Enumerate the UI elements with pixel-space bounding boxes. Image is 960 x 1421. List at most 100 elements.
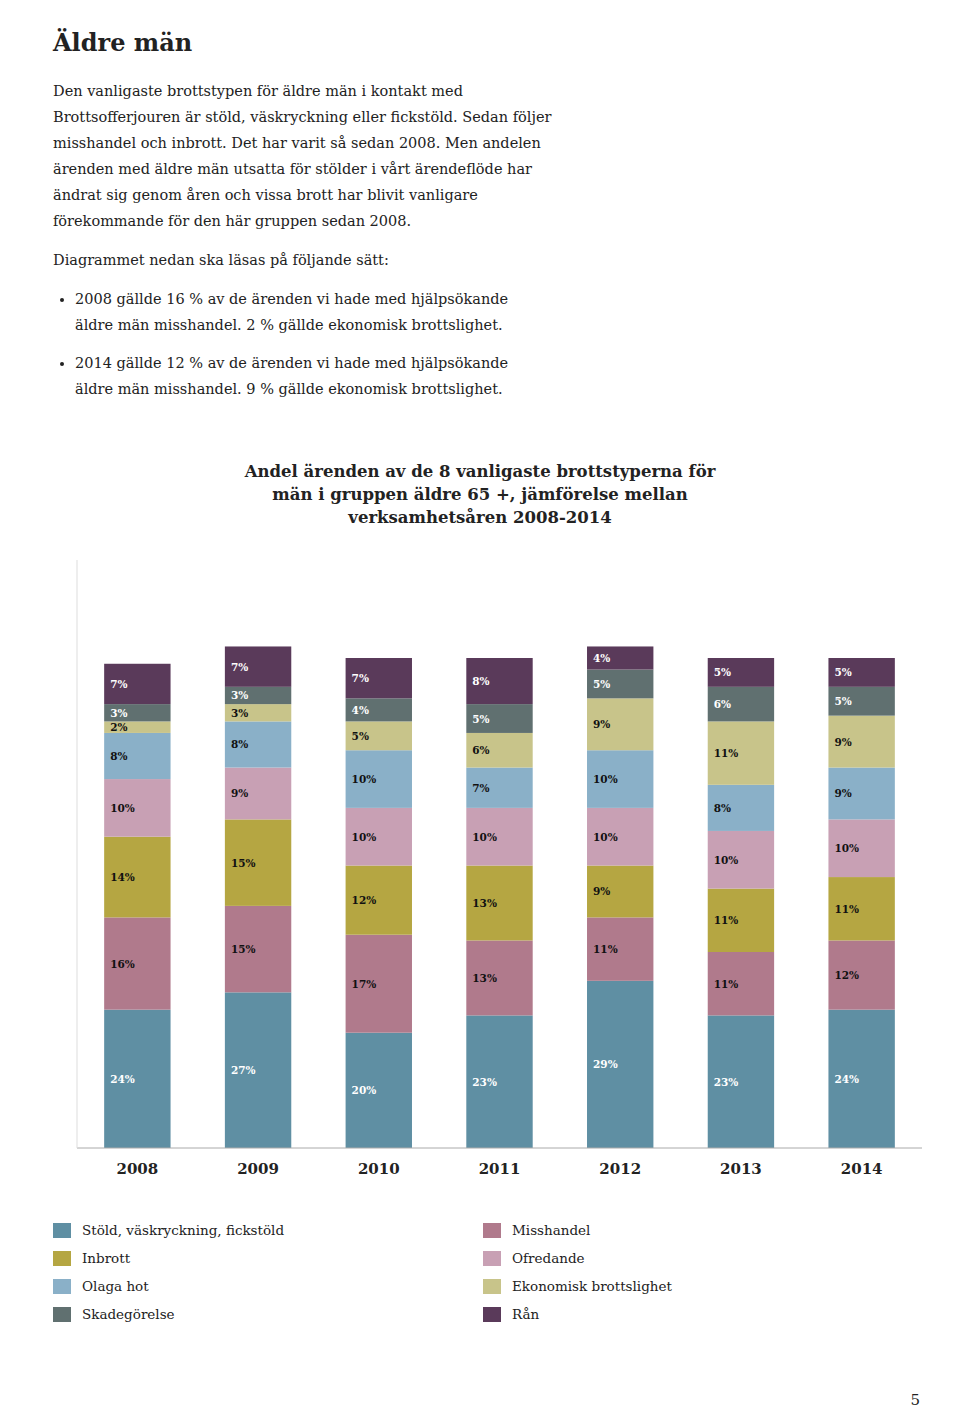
bullet-line: äldre män misshandel. 9 % gällde ekonomi…: [75, 376, 915, 402]
legend-label: Olaga hot: [82, 1278, 149, 1294]
data-label: 17%: [352, 978, 377, 990]
body-line: ändrat sig genom åren och vissa brott ha…: [53, 182, 913, 208]
bar-segment: [708, 831, 774, 889]
legend-item: Ofredande: [483, 1250, 913, 1266]
body-line: misshandel och inbrott. Det har varit så…: [53, 130, 913, 156]
x-tick-label: 2008: [116, 1160, 158, 1178]
data-label: 11%: [593, 943, 618, 955]
bullet-list: 2008 gällde 16 % av de ärenden vi hade m…: [53, 286, 915, 414]
legend-item: Olaga hot: [53, 1278, 483, 1294]
legend-label: Ofredande: [512, 1250, 585, 1266]
bar-segment: [346, 1033, 412, 1148]
data-label: 20%: [352, 1084, 377, 1096]
bar-segment: [225, 721, 291, 767]
data-label: 7%: [352, 672, 369, 684]
legend-item: Inbrott: [53, 1250, 483, 1266]
data-label: 7%: [231, 661, 248, 673]
legend-swatch: [483, 1279, 501, 1294]
bar-segment: [346, 721, 412, 750]
data-label: 14%: [110, 871, 135, 883]
data-label: 10%: [352, 773, 377, 785]
legend-swatch: [483, 1223, 501, 1238]
legend-swatch: [483, 1307, 501, 1322]
data-label: 10%: [834, 842, 859, 854]
legend-swatch: [53, 1279, 71, 1294]
data-label: 5%: [472, 713, 489, 725]
data-label: 12%: [352, 894, 377, 906]
x-tick-label: 2009: [237, 1160, 279, 1178]
data-label: 7%: [110, 678, 127, 690]
legend-item: Ekonomisk brottslighet: [483, 1278, 913, 1294]
bar-segment: [587, 698, 653, 750]
bar-segment: [587, 808, 653, 866]
data-label: 3%: [110, 707, 127, 719]
legend-item: Skadegörelse: [53, 1306, 483, 1322]
x-tick-label: 2011: [479, 1160, 521, 1178]
data-label: 9%: [593, 718, 610, 730]
data-label: 12%: [834, 969, 859, 981]
bar-segment: [346, 935, 412, 1033]
bar-segment: [104, 917, 170, 1009]
bar-segment: [828, 687, 894, 716]
bar-segment: [104, 721, 170, 733]
data-label: 11%: [714, 914, 739, 926]
bar-segment: [587, 750, 653, 808]
bar-segment: [587, 981, 653, 1148]
data-label: 9%: [593, 885, 610, 897]
data-label: 5%: [834, 666, 851, 678]
data-label: 15%: [231, 857, 256, 869]
data-label: 10%: [714, 854, 739, 866]
legend-label: Rån: [512, 1306, 539, 1322]
data-label: 15%: [231, 943, 256, 955]
data-label: 4%: [593, 652, 610, 664]
data-label: 5%: [593, 678, 610, 690]
data-label: 7%: [472, 782, 489, 794]
bar-segment: [828, 658, 894, 687]
bar-segment: [346, 658, 412, 698]
bar-segment: [708, 658, 774, 687]
bar-segment: [225, 646, 291, 686]
chart: 24%27%20%23%29%23%24%16%15%17%13%11%11%1…: [0, 548, 960, 1208]
bar-segment: [466, 768, 532, 808]
legend-swatch: [53, 1223, 71, 1238]
baseline: [77, 1148, 922, 1149]
bar-segment: [466, 808, 532, 866]
data-label: 3%: [231, 707, 248, 719]
intro: Diagrammet nedan ska läsas på följande s…: [53, 252, 389, 268]
data-label: 8%: [714, 802, 731, 814]
bullet: 2014 gällde 12 % av de ärenden vi hade m…: [75, 350, 915, 402]
body-line: Brottsofferjouren är stöld, väskryckning…: [53, 104, 913, 130]
bar-segment: [104, 837, 170, 918]
data-label: 11%: [714, 747, 739, 759]
x-tick-label: 2014: [841, 1160, 883, 1178]
x-tick-label: 2010: [358, 1160, 400, 1178]
bar-segment: [708, 889, 774, 952]
bar-segment: [225, 992, 291, 1148]
legend-label: Misshandel: [512, 1222, 590, 1238]
page-number: 5: [910, 1391, 920, 1409]
bar-segment: [104, 733, 170, 779]
bar-segment: [828, 877, 894, 940]
data-label: 16%: [110, 958, 135, 970]
bar-segment: [104, 779, 170, 837]
data-label: 9%: [834, 736, 851, 748]
bar-segment: [104, 704, 170, 721]
data-label: 11%: [834, 903, 859, 915]
legend-swatch: [53, 1307, 71, 1322]
legend-item: Stöld, väskryckning, fickstöld: [53, 1222, 483, 1238]
body-line: Den vanligaste brottstypen för äldre män…: [53, 78, 913, 104]
bar-segment: [225, 768, 291, 820]
data-label: 13%: [472, 897, 497, 909]
data-label: 8%: [110, 750, 127, 762]
bar-segment: [828, 1010, 894, 1148]
data-label: 9%: [231, 787, 248, 799]
data-label: 29%: [593, 1058, 618, 1070]
legend: Stöld, väskryckning, fickstöld Misshandel…: [53, 1222, 913, 1322]
bar-segment: [466, 658, 532, 704]
legend-item: Rån: [483, 1306, 913, 1322]
data-label: 4%: [352, 704, 369, 716]
data-label: 3%: [231, 689, 248, 701]
bar-segment: [708, 687, 774, 722]
bar-segment: [708, 1015, 774, 1148]
legend-label: Inbrott: [82, 1250, 130, 1266]
